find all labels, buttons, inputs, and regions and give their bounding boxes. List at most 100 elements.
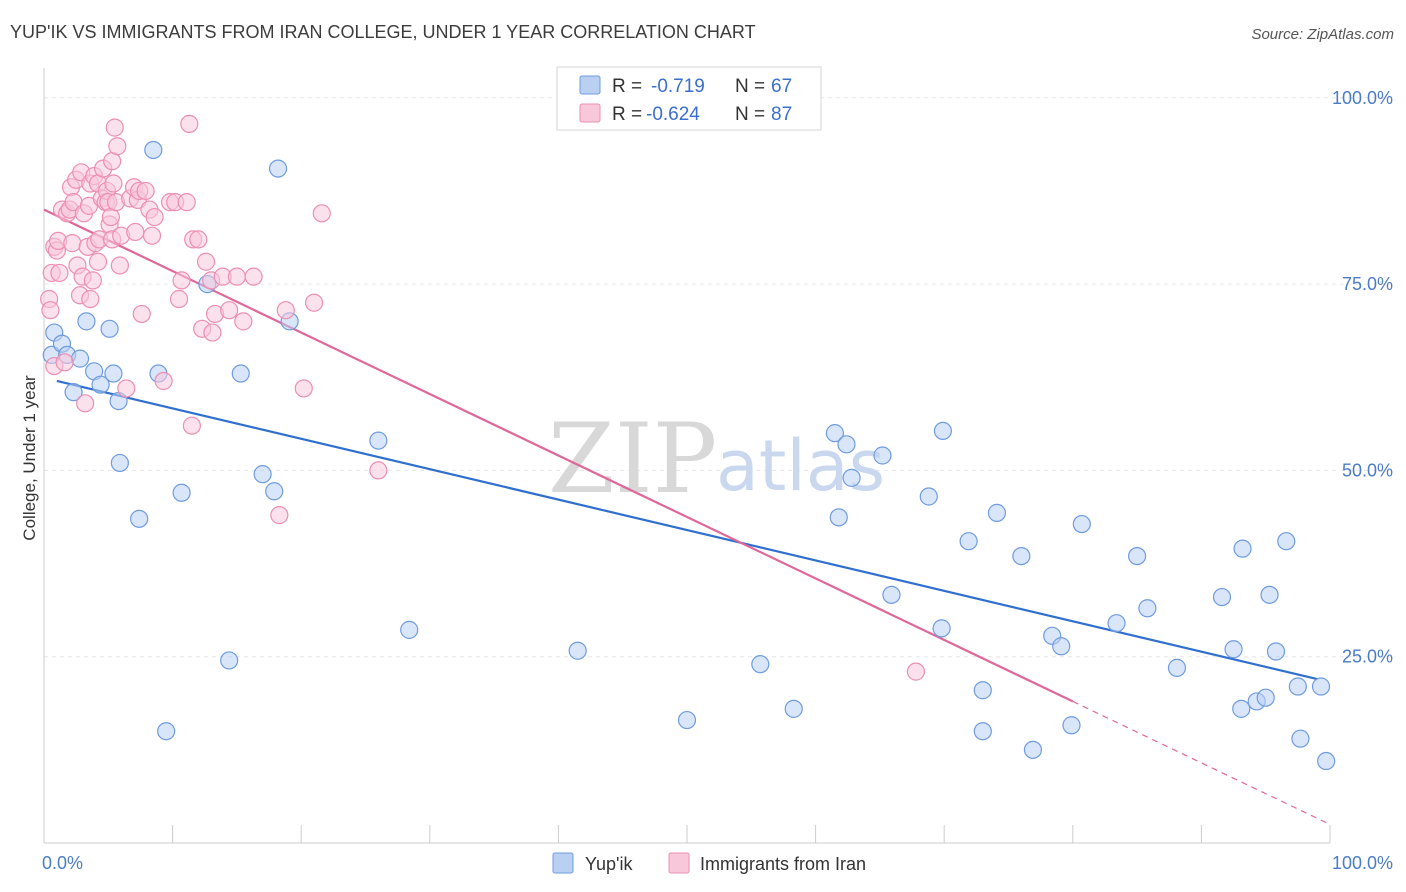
point-yupik-54: [1212, 587, 1232, 607]
point-yupik-48: [1062, 716, 1081, 735]
axes: [43, 68, 1331, 844]
point-yupik-62: [1277, 532, 1296, 551]
point-yupik-66: [1317, 751, 1336, 771]
point-yupik-39: [933, 421, 953, 441]
point-iran-71: [203, 323, 222, 342]
point-iran-44: [108, 137, 127, 156]
point-yupik-16: [157, 722, 176, 741]
point-iran-76: [234, 312, 253, 331]
point-iran-7: [50, 263, 69, 283]
legend-r-value-2: -0.624: [646, 104, 700, 125]
point-yupik-57: [1233, 539, 1252, 558]
bottom-legend-swatch-yupik: [552, 852, 574, 874]
bottom-legend-swatch-iran: [668, 852, 690, 874]
point-yupik-4: [64, 383, 83, 402]
point-yupik-5: [70, 349, 90, 368]
y-axis-label: College, Under 1 year: [20, 375, 39, 541]
point-iran-63: [177, 193, 196, 212]
trend-line-0: [56, 379, 1318, 681]
point-yupik-36: [882, 585, 901, 604]
point-yupik-38: [932, 619, 951, 638]
point-iran-82: [312, 204, 331, 223]
point-yupik-43: [987, 503, 1007, 522]
y-tick-label-0: 25.0%: [1342, 647, 1393, 667]
point-yupik-29: [751, 655, 770, 674]
point-yupik-60: [1260, 585, 1279, 604]
point-iran-61: [169, 289, 189, 309]
point-yupik-12: [110, 453, 129, 473]
legend-n-value-1: 67: [771, 76, 792, 97]
point-yupik-34: [842, 468, 861, 487]
point-yupik-30: [784, 699, 803, 718]
point-iran-50: [126, 222, 145, 242]
point-iran-47: [117, 379, 136, 398]
point-iran-64: [180, 114, 199, 133]
point-yupik-25: [369, 431, 388, 450]
point-yupik-37: [919, 487, 938, 506]
trend-line-1: [43, 208, 1074, 703]
legend-swatch-yupik: [579, 75, 601, 95]
point-yupik-52: [1138, 599, 1157, 618]
point-yupik-50: [1107, 614, 1126, 633]
tick-labels: 25.0% 50.0% 75.0% 100.0% 0.0% 100.0%: [42, 88, 1393, 873]
point-iran-54: [136, 181, 155, 201]
point-yupik-44: [1012, 547, 1031, 566]
point-yupik-61: [1266, 642, 1286, 661]
legend-n-value-2: 87: [771, 104, 792, 125]
legend-swatch-iran: [579, 103, 601, 123]
source-credit: Source: ZipAtlas.com: [1251, 26, 1394, 43]
point-yupik-33: [837, 435, 856, 454]
point-yupik-45: [1023, 740, 1043, 759]
bottom-legend: Yup'ik Immigrants from Iran: [552, 852, 866, 874]
point-iran-21: [76, 394, 95, 413]
point-yupik-53: [1167, 658, 1187, 677]
x-tick-label-1: 100.0%: [1332, 853, 1393, 873]
point-iran-56: [142, 226, 162, 245]
point-yupik-40: [959, 532, 978, 551]
point-yupik-55: [1224, 640, 1243, 659]
legend-n-label-2: N =: [735, 104, 765, 125]
point-yupik-23: [268, 159, 288, 178]
point-yupik-21: [253, 465, 272, 484]
point-yupik-14: [144, 140, 163, 160]
point-iran-77: [244, 267, 263, 286]
bottom-legend-label-yupik: Yup'ik: [585, 854, 633, 874]
chart-title: YUP'IK VS IMMIGRANTS FROM IRAN COLLEGE, …: [10, 22, 756, 42]
point-iran-9: [55, 353, 74, 372]
point-yupik-31: [825, 424, 844, 443]
point-iran-83: [369, 461, 388, 480]
legend-n-label-1: N =: [735, 76, 765, 97]
point-iran-42: [105, 118, 124, 137]
legend-r-label-2: R =: [612, 104, 642, 125]
point-yupik-59: [1256, 688, 1275, 707]
point-yupik-8: [91, 375, 110, 394]
point-yupik-20: [231, 364, 250, 383]
point-iran-79: [276, 301, 295, 320]
point-yupik-63: [1288, 677, 1307, 696]
point-iran-1: [41, 301, 60, 320]
legend-r-value-1: -0.719: [651, 76, 705, 97]
point-iran-53: [132, 304, 151, 324]
point-iran-80: [294, 379, 313, 398]
point-iran-67: [189, 230, 208, 249]
point-yupik-35: [873, 446, 892, 465]
bottom-legend-label-iran: Immigrants from Iran: [700, 854, 866, 874]
point-yupik-47: [1052, 637, 1071, 656]
point-iran-75: [227, 267, 246, 286]
point-yupik-65: [1311, 677, 1331, 696]
point-iran-57: [145, 207, 164, 227]
point-yupik-17: [172, 483, 191, 502]
legend-frame: [556, 66, 822, 131]
point-iran-69: [196, 252, 216, 271]
point-iran-29: [88, 252, 108, 271]
point-yupik-32: [829, 508, 848, 527]
point-iran-84: [906, 662, 926, 681]
point-iran-41: [104, 174, 123, 193]
point-yupik-19: [220, 651, 239, 670]
point-iran-26: [83, 271, 102, 290]
point-iran-13: [63, 234, 82, 253]
point-iran-58: [154, 371, 173, 391]
legend-r-label-1: R =: [612, 76, 642, 97]
y-tick-label-1: 50.0%: [1342, 460, 1393, 480]
